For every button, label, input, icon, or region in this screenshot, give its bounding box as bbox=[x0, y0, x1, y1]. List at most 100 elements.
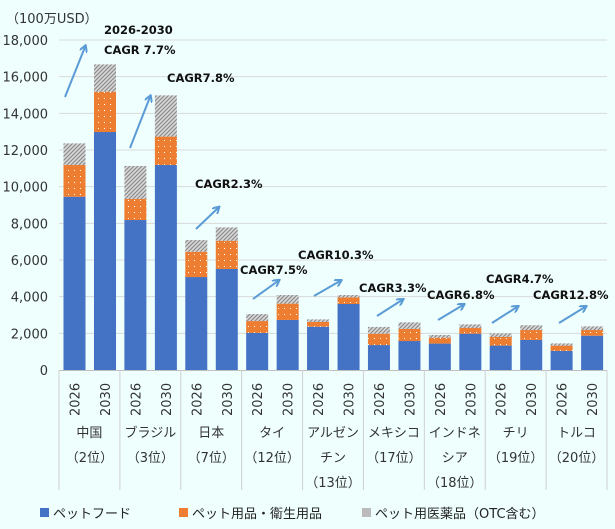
bar-segment-pet-supplies bbox=[246, 321, 269, 333]
legend-label: ペットフード bbox=[53, 507, 132, 522]
x-year-label: 2030 bbox=[586, 383, 601, 416]
y-tick-label: 2,000 bbox=[11, 327, 48, 342]
bar-segment-pet-supplies bbox=[124, 198, 147, 221]
cagr-arrow-icon bbox=[195, 208, 218, 230]
bar-segment-pet-supplies bbox=[215, 240, 238, 269]
bar-segment-pet-supplies bbox=[337, 297, 360, 304]
country-label: チン bbox=[320, 451, 346, 466]
bar-segment-pet-supplies bbox=[367, 333, 390, 346]
bar-segment-pet-supplies bbox=[63, 165, 86, 197]
bar-segment-pet-medicine bbox=[581, 326, 604, 331]
bar-segment-pet-food bbox=[520, 339, 543, 370]
cagr-label: 2026-2030 bbox=[104, 23, 173, 37]
bar-segment-pet-supplies bbox=[550, 345, 573, 351]
bar-segment-pet-food bbox=[246, 332, 269, 370]
unit-label: （100万USD） bbox=[6, 12, 98, 27]
bar-segment-pet-food bbox=[276, 319, 299, 370]
bar-segment-pet-medicine bbox=[215, 227, 238, 241]
country-label: （20位） bbox=[549, 451, 605, 466]
country-label: （7位） bbox=[188, 451, 235, 466]
bar-segment-pet-food bbox=[307, 326, 330, 370]
bar-segment-pet-supplies bbox=[581, 330, 604, 336]
legend-swatch bbox=[179, 508, 189, 517]
x-year-label: 2026 bbox=[190, 383, 205, 416]
cagr-label: CAGR12.8% bbox=[533, 288, 609, 302]
cagr-label: CAGR4.7% bbox=[486, 272, 554, 286]
bar-segment-pet-medicine bbox=[185, 240, 208, 252]
x-year-label: 2026 bbox=[312, 383, 327, 416]
cagr-label: CAGR7.8% bbox=[167, 71, 235, 85]
x-year-label: 2030 bbox=[464, 383, 479, 416]
country-label: （3位） bbox=[127, 451, 174, 466]
country-label: （12位） bbox=[244, 451, 300, 466]
y-tick-label: 0 bbox=[40, 364, 48, 379]
country-label: ブラジル bbox=[124, 425, 176, 441]
y-tick-label: 12,000 bbox=[3, 144, 49, 159]
legend-swatch bbox=[362, 508, 372, 517]
legend: ペットフード ペット用品・衛生用品 ペット用医薬品（OTC含む） bbox=[40, 503, 545, 522]
legend-label: ペット用医薬品（OTC含む） bbox=[375, 507, 545, 522]
country-label: （17位） bbox=[366, 451, 422, 466]
cagr-label: CAGR3.3% bbox=[359, 281, 427, 295]
bar-segment-pet-food bbox=[63, 196, 86, 370]
bar-segment-pet-medicine bbox=[246, 314, 269, 322]
bar-segment-pet-supplies bbox=[94, 91, 116, 133]
x-year-label: 2030 bbox=[343, 383, 358, 416]
legend-label: ペット用品・衛生用品 bbox=[192, 507, 323, 522]
country-label: （18位） bbox=[427, 476, 483, 491]
bar-segment-pet-food bbox=[459, 333, 482, 370]
bar-segment-pet-medicine bbox=[428, 334, 451, 338]
bar-segment-pet-medicine bbox=[550, 343, 573, 346]
bar-segment-pet-food bbox=[154, 165, 177, 370]
country-label: インドネ bbox=[429, 426, 481, 441]
legend-swatch bbox=[40, 508, 49, 517]
bar-segment-pet-food bbox=[367, 345, 390, 370]
y-tick-label: 10,000 bbox=[3, 181, 49, 196]
y-tick-label: 8,000 bbox=[11, 217, 48, 232]
x-year-label: 2026 bbox=[251, 383, 266, 416]
bar-segment-pet-supplies bbox=[307, 321, 330, 327]
country-label: シア bbox=[442, 451, 468, 466]
x-year-label: 2026 bbox=[434, 383, 449, 416]
bar-segment-pet-food bbox=[489, 345, 512, 370]
legend-item-pet-food: ペットフード bbox=[40, 503, 131, 522]
bar-segment-pet-food bbox=[550, 350, 573, 370]
bar-segment-pet-medicine bbox=[459, 324, 482, 329]
y-tick-label: 4,000 bbox=[11, 291, 48, 306]
country-label: チリ bbox=[503, 426, 529, 441]
bar-segment-pet-food bbox=[581, 335, 604, 370]
bar-segment-pet-medicine bbox=[398, 322, 421, 329]
x-year-label: 2026 bbox=[556, 383, 571, 416]
cagr-label: CAGR7.5% bbox=[240, 263, 308, 277]
bar-segment-pet-medicine bbox=[489, 333, 512, 337]
x-year-label: 2030 bbox=[403, 383, 418, 416]
bar-segment-pet-medicine bbox=[337, 295, 360, 298]
cagr-arrow-icon bbox=[376, 300, 402, 317]
bar-segment-pet-supplies bbox=[276, 303, 299, 320]
cagr-arrow-icon bbox=[313, 281, 340, 297]
bar-segment-pet-medicine bbox=[276, 295, 299, 304]
country-label: （19位） bbox=[488, 451, 544, 466]
y-tick-label: 6,000 bbox=[11, 254, 48, 269]
cagr-label: CAGR2.3% bbox=[195, 177, 263, 191]
legend-item-pet-medicine: ペット用医薬品（OTC含む） bbox=[362, 503, 545, 522]
stacked-bar-chart: （100万USD） 0 2,000 4,000 6,000 8,000 10,000 12,0… bbox=[3, 12, 610, 491]
x-year-label: 2030 bbox=[99, 383, 114, 416]
x-year-label: 2030 bbox=[221, 383, 236, 416]
bar-segment-pet-food bbox=[124, 220, 147, 370]
bar-segment-pet-medicine bbox=[94, 64, 116, 92]
country-label: メキシコ bbox=[368, 426, 420, 441]
cagr-arrow-icon bbox=[558, 307, 585, 324]
x-year-label: 2030 bbox=[160, 383, 175, 416]
bar-segment-pet-supplies bbox=[428, 337, 451, 344]
cagr-arrow-icon bbox=[491, 307, 517, 324]
cagr-label: CAGR10.3% bbox=[298, 248, 374, 262]
bar-segment-pet-medicine bbox=[154, 95, 177, 137]
bar-segment-pet-food bbox=[428, 343, 451, 370]
bar-segment-pet-medicine bbox=[63, 143, 86, 166]
country-label: （2位） bbox=[66, 451, 113, 466]
bar-segment-pet-supplies bbox=[520, 330, 543, 340]
x-year-label: 2026 bbox=[373, 383, 388, 416]
cagr-arrow-icon bbox=[437, 305, 463, 321]
bar-segment-pet-medicine bbox=[520, 325, 543, 331]
